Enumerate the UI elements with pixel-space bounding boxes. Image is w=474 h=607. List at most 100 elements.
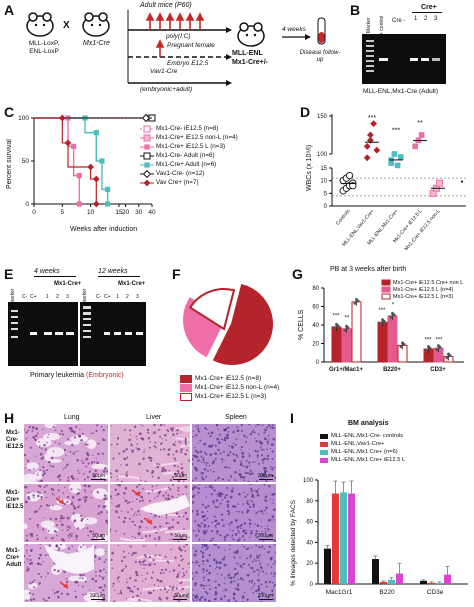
wbc-group-4 <box>429 179 445 197</box>
pb-point <box>389 315 393 319</box>
scale-bar: 50µm <box>173 593 187 600</box>
c-xtick: 20 <box>122 209 130 216</box>
c-legend-marker <box>140 125 154 132</box>
b-caption: MLL-ENL,Mx1-Cre (Adult) <box>363 88 439 95</box>
d-ytick: 150 <box>317 114 328 120</box>
c-legend-label: Vav Cre+ (n=7) <box>156 179 199 186</box>
wbc-point <box>394 162 401 169</box>
panel-b-gel <box>362 34 446 84</box>
bm-bar <box>340 492 347 584</box>
panel-e-label: E <box>4 266 14 282</box>
g-sig: ** <box>345 315 350 321</box>
h-row-2: Mx1- Cre+ iE12.5 <box>6 490 24 510</box>
g-legend-swatch <box>381 293 391 300</box>
vav-label: Vav1-Cre <box>150 68 178 75</box>
c-legend-label: Mx1-Cre- iE12.5 (n=8) <box>156 125 219 132</box>
pb-point <box>355 298 358 302</box>
survival-chart: 0 5 10 15 20 30 40 0 50 100 <box>18 113 156 216</box>
c-legend-marker <box>140 152 154 159</box>
cross-symbol: X <box>63 20 70 31</box>
d-extra-dot: ● <box>460 179 463 185</box>
bm-bar-chart: 0 20 40 60 80 100 Mac1Gr1 B220 CD3e <box>303 478 468 596</box>
bm-bar <box>436 582 443 584</box>
c-legend-marker <box>140 169 154 178</box>
histology-image-2-2: 50µm <box>110 484 190 542</box>
d-ytick: 0 <box>324 204 328 210</box>
g-sig: * <box>392 303 395 309</box>
wbc-group-0 <box>339 171 357 195</box>
panel-g-label: G <box>292 266 303 282</box>
e-lane-3-2: 3 <box>136 294 139 300</box>
c-ytick: 50 <box>22 158 30 165</box>
g-ytick: 60 <box>312 305 319 311</box>
c-legend-label: Mx1-Cre+ Adult (n=6) <box>156 161 217 168</box>
g-xcat: Gr1+/Mac1+ <box>329 367 364 373</box>
weeks-label: 4 weeks <box>282 26 306 33</box>
b-lane-3: 3 <box>434 16 438 22</box>
g-sig: *** <box>332 314 340 320</box>
mouse-icon-result <box>237 22 265 47</box>
f-legend-swatch <box>180 374 192 383</box>
f-legend-item: Mx1-Cre+ iE12.5 L (n=3) <box>180 392 279 401</box>
e-caption-1: Primary leukemia <box>30 372 85 379</box>
bm-bar <box>388 579 395 584</box>
c-xtick: 15 <box>115 209 123 216</box>
e-caption-2: (Embryonic) <box>86 372 124 379</box>
bm-bar <box>380 581 387 584</box>
pb-bar <box>387 315 398 363</box>
vav-sub-label: (embryonic+adult) <box>140 86 193 93</box>
g-legend-label: Mx1-Cre+ iE12.5 L (n=3) <box>393 294 453 300</box>
pb-point <box>401 341 404 345</box>
histology-grid: 50µm 50µm 200µm 50µm 50µm 200µm 100µm 50µm 200µm <box>24 424 276 604</box>
i-ylabel: % lineages detected by FACS <box>290 500 297 586</box>
d-ytick: 10 <box>320 179 327 185</box>
c-legend-label: Mx1-Cre+ iE12.5 non-L (n=4) <box>156 134 238 141</box>
scale-bar-label: 50µm <box>174 472 187 479</box>
d-ytick: 15 <box>320 166 327 172</box>
histology-image-1-3: 200µm <box>192 424 276 482</box>
wbc-point <box>349 182 357 190</box>
wbc-point <box>363 143 371 150</box>
scale-bar: 50µm <box>173 533 187 540</box>
i-legend-swatch <box>320 433 328 439</box>
adult-label: Adult mice (P60) <box>140 2 192 9</box>
c-legend-item: Mx1-Cre+ iE12.5 non-L (n=4) <box>140 133 238 142</box>
bm-bar <box>420 580 427 584</box>
scale-bar: 200µm <box>258 593 273 600</box>
i-ytick: 80 <box>306 499 313 505</box>
pb-point <box>425 348 429 352</box>
b-control-label: + control <box>379 15 385 35</box>
pb-point <box>333 326 337 330</box>
pb-point <box>343 328 347 332</box>
i-legend-label: MLL-ENL,Vav1-Cre+ <box>331 441 385 447</box>
scale-bar-label: 200µm <box>257 532 273 539</box>
c-legend-marker <box>140 161 154 168</box>
g-sig: *** <box>435 338 443 344</box>
f-legend-label: Mx1-Cre+ iE12.5 L (n=3) <box>195 393 267 400</box>
i-legend-swatch <box>320 457 328 463</box>
i-xcat: B220 <box>379 589 395 596</box>
scale-bar-label: 100µm <box>89 592 105 599</box>
d-ylabel: WBCs (x 10⁹/l) <box>306 144 313 192</box>
i-ytick: 60 <box>306 520 313 526</box>
bm-bar <box>444 574 451 584</box>
pregnant-label: Pregnant female <box>167 42 215 49</box>
c-legend-label: Mx1-Cre- Adult (n=6) <box>156 152 215 159</box>
i-legend-item: MLL-ENL,Mx1 Cre+ iE12.5 L <box>320 456 405 464</box>
i-ytick: 0 <box>310 582 314 588</box>
wbc-point <box>370 120 377 127</box>
i-legend-swatch <box>320 449 328 455</box>
d-sig-1: *** <box>368 115 376 122</box>
c-legend-label: Vav1-Cre- (n=12) <box>156 170 205 177</box>
c-ytick: 0 <box>25 201 29 208</box>
i-legend-label: MLL-ENL,Mx1 Cre+ iE12.5 L <box>331 457 406 463</box>
f-legend-label: Mx1-Cre+ iE12.5 (n=8) <box>195 375 262 382</box>
i-legend: MLL-ENL,Mx1-Cre- controls MLL-ENL,Vav1-Cr… <box>320 432 405 464</box>
wbc-point <box>388 160 394 166</box>
e-lane-3: 3 <box>66 294 69 300</box>
embryo-label: Embryo E12.5 <box>167 60 209 67</box>
pb-bar <box>377 321 388 363</box>
h-col-liver: Liver <box>146 414 162 421</box>
c-legend-item: Mx1-Cre+ iE12.5 L (n=3) <box>140 142 238 151</box>
i-legend-swatch <box>320 441 328 447</box>
